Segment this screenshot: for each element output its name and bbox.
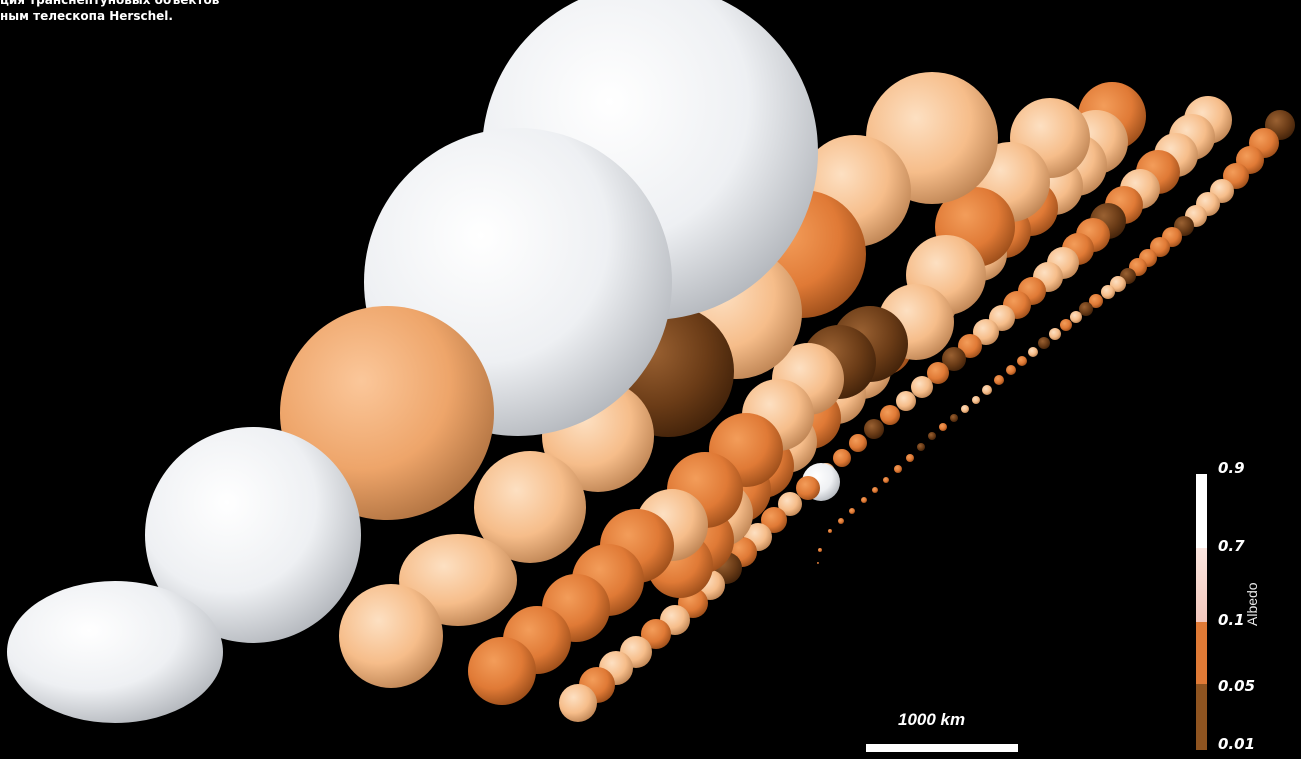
tno-sphere-light-tan-r4-127: [339, 584, 443, 688]
tno-sphere-orange-r0-9: [1150, 237, 1170, 257]
tno-sphere-orange-r0-34: [883, 477, 889, 483]
tno-sphere-light-tan-r1-69: [778, 492, 802, 516]
tno-sphere-white-r5-131: [145, 427, 361, 643]
tno-sphere-orange-r1-57: [958, 334, 982, 358]
albedo-tick-0-7: 0.7: [1218, 537, 1245, 555]
tno-sphere-light-tan-r0-26: [972, 396, 980, 404]
tno-sphere-dark-brown-r0-20: [1038, 337, 1050, 349]
tno-sphere-light-tan-r1-56: [973, 319, 999, 345]
tno-sphere-dark-brown-r1-58: [942, 347, 966, 371]
tno-sphere-dark-brown-r0-31: [917, 443, 925, 451]
tno-sphere-orange-r0-40: [818, 548, 822, 552]
scale-bar-label: 1000 km: [898, 710, 966, 729]
tno-sphere-orange-r3-118: [468, 637, 536, 705]
tno-sphere-orange-r0-33: [894, 465, 902, 473]
albedo-legend-bar-orange: [1196, 622, 1207, 684]
tno-sphere-dark-brown-r0-30: [928, 432, 936, 440]
albedo-tick-0-1: 0.1: [1218, 611, 1245, 629]
caption-line-1: ция транснептуновых объектов: [0, 0, 220, 7]
tno-sphere-light-tan-r1-60: [911, 376, 933, 398]
tno-sphere-orange-r0-38: [838, 518, 844, 524]
tno-sphere-orange-r1-77: [641, 619, 671, 649]
tno-sphere-orange-r0-15: [1089, 294, 1103, 308]
tno-sphere-light-tan-r0-25: [982, 385, 992, 395]
tno-sphere-dark-brown-r0-16: [1079, 302, 1093, 316]
tno-sphere-light-tan-r1-61: [896, 391, 916, 411]
tno-sphere-orange-r0-22: [1017, 356, 1027, 366]
tno-sphere-orange-r1-70: [761, 507, 787, 533]
tno-sphere-light-tan-r0-19: [1049, 328, 1061, 340]
tno-sphere-light-tan-r0-21: [1028, 347, 1038, 357]
tno-sphere-orange-r0-24: [994, 375, 1004, 385]
tno-sphere-orange-r0-29: [939, 423, 947, 431]
albedo-tick-0-01: 0.01: [1218, 735, 1256, 753]
albedo-tick-0-05: 0.05: [1218, 677, 1256, 695]
caption-text: ция транснептуновых объектов ным телеско…: [0, 0, 219, 24]
albedo-legend-bar-pink: [1196, 548, 1207, 622]
tno-sphere-orange-r0-18: [1060, 319, 1072, 331]
tno-sphere-light-tan-r0-13: [1110, 276, 1126, 292]
tno-sphere-orange-r1-62: [880, 405, 900, 425]
tno-sphere-orange-r0-41: [817, 562, 819, 564]
tno-sphere-orange-r0-36: [861, 497, 867, 503]
tno-sphere-orange-r1-64: [849, 434, 867, 452]
albedo-legend-bar-white: [1196, 474, 1207, 548]
caption-line-2: ным телескопа Herschel.: [0, 9, 173, 23]
tno-sphere-orange-r1-65: [833, 449, 851, 467]
tno-sphere-light-tan-r0-27: [961, 405, 969, 413]
tno-sphere-light-tan-r1-81: [559, 684, 597, 722]
tno-sphere-dark-brown-r0-28: [950, 414, 958, 422]
albedo-legend-bar-brown: [1196, 684, 1207, 750]
tno-bodies: [7, 0, 1295, 723]
tno-sphere-orange-r0-23: [1006, 365, 1016, 375]
tno-sphere-orange-r1-68: [796, 476, 820, 500]
tno-sphere-orange-r0-37: [849, 508, 855, 514]
tno-sphere-white-r5-132: [7, 581, 223, 723]
albedo-tick-0-9: 0.9: [1218, 459, 1245, 477]
tno-sphere-dark-brown-r1-63: [864, 419, 884, 439]
albedo-legend-title: Albedo: [1244, 582, 1260, 626]
tno-sphere-orange-r0-35: [872, 487, 878, 493]
scale-bar: [866, 744, 1018, 752]
tno-sphere-orange-r0-39: [828, 529, 832, 533]
tno-sphere-light-tan-r0-17: [1070, 311, 1082, 323]
tno-sphere-orange-r1-59: [927, 362, 949, 384]
tno-sphere-orange-r0-32: [906, 454, 914, 462]
tno-sphere-light-tan-r4-125: [474, 451, 586, 563]
tno-sphere-light-tan-r0-14: [1101, 285, 1115, 299]
